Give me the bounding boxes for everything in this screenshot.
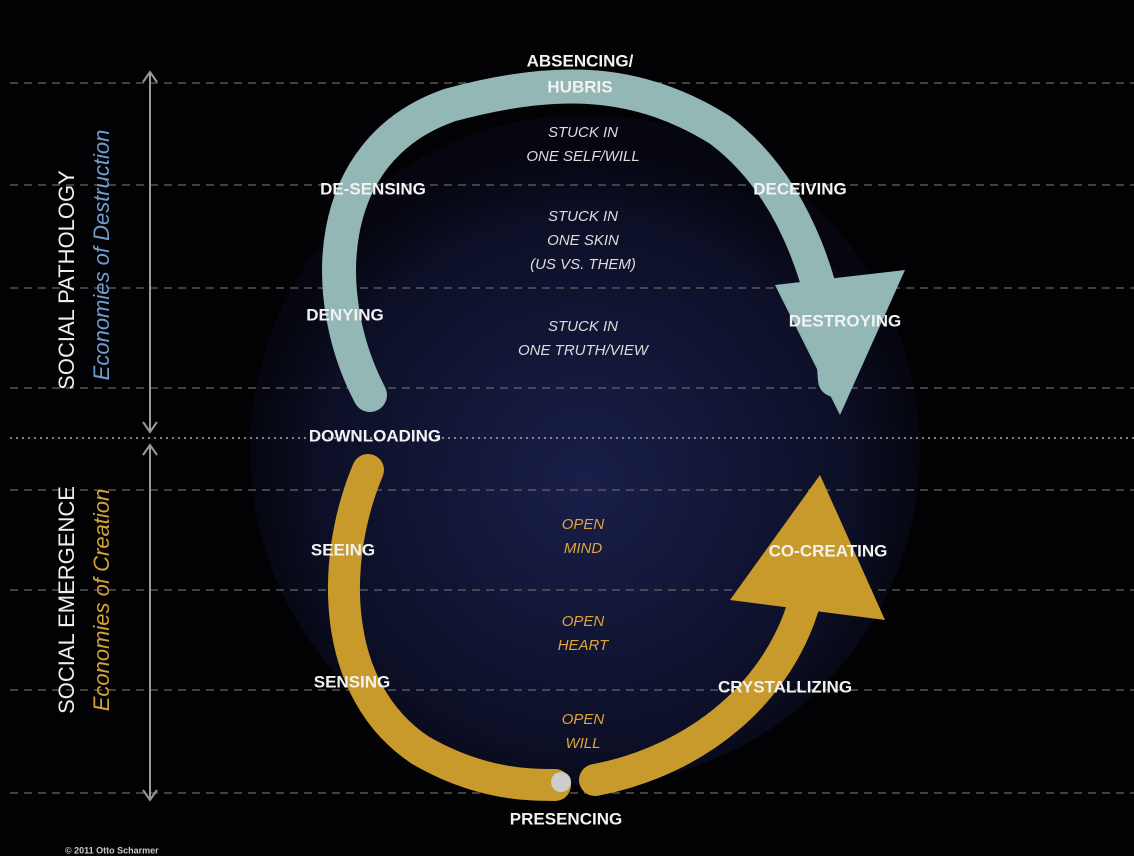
level-label: WILL	[565, 735, 600, 752]
section-subtitle: Economies of Destruction	[89, 130, 114, 381]
level-label: OPEN	[562, 711, 605, 728]
level-label: ONE SKIN	[547, 232, 619, 249]
section-title: SOCIAL PATHOLOGY	[54, 170, 79, 390]
node-label: SENSING	[314, 672, 391, 691]
node-label: DESTROYING	[789, 311, 901, 330]
level-label: STUCK IN	[548, 318, 618, 335]
node-label: DENYING	[306, 305, 383, 324]
node-label: SEEING	[311, 540, 375, 559]
node-label: HUBRIS	[547, 77, 612, 96]
section-subtitle: Economies of Creation	[89, 489, 114, 712]
diagram: SOCIAL PATHOLOGY Economies of Destruction…	[0, 0, 1134, 856]
level-label: HEART	[558, 637, 610, 654]
level-label: ONE SELF/WILL	[526, 148, 639, 165]
node-label: DECEIVING	[753, 179, 847, 198]
section-title: SOCIAL EMERGENCE	[54, 486, 79, 714]
level-label: STUCK IN	[548, 124, 618, 141]
copyright: © 2011 Otto Scharmer	[65, 845, 159, 855]
level-label: MIND	[564, 540, 602, 557]
node-label: ABSENCING/	[527, 51, 634, 70]
level-label: OPEN	[562, 613, 605, 630]
node-label: CRYSTALLIZING	[718, 677, 852, 696]
node-label: CO-CREATING	[769, 541, 888, 560]
node-label: DE-SENSING	[320, 179, 426, 198]
node-label: DOWNLOADING	[309, 426, 441, 445]
level-label: OPEN	[562, 516, 605, 533]
level-label: (US VS. THEM)	[530, 256, 636, 273]
level-label: ONE TRUTH/VIEW	[518, 342, 650, 359]
node-label: PRESENCING	[510, 809, 622, 828]
level-label: STUCK IN	[548, 208, 618, 225]
